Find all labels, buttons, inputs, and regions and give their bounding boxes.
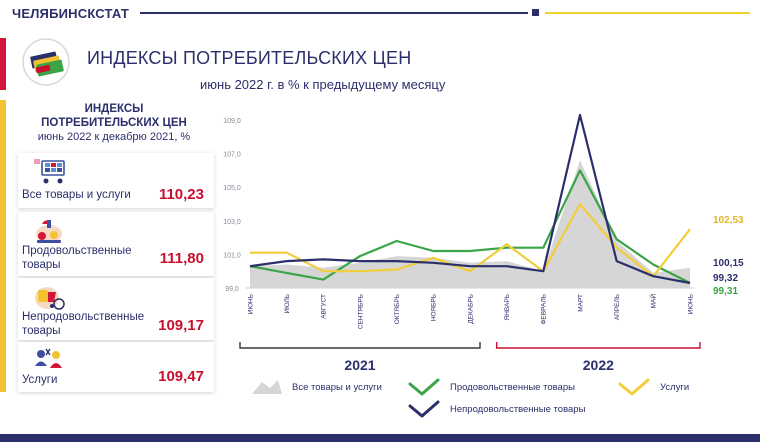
summary-value-food: 111,80	[159, 250, 204, 267]
panel-title-line2: ПОТРЕБИТЕЛЬСКИХ ЦЕН	[41, 117, 187, 129]
x-tick-label: ИЮНЬ	[247, 294, 254, 314]
summary-value-all: 110,23	[158, 186, 204, 203]
legend-label: Услуги	[660, 382, 689, 393]
series-line-1	[249, 169, 691, 284]
summary-label-nonfood: Непродовольственные товары	[22, 310, 144, 338]
series-line-3	[249, 113, 691, 285]
shopping-cart-icon	[34, 159, 65, 184]
summary-value-nonfood: 109,17	[158, 317, 204, 334]
summary-label-services: Услуги	[22, 374, 58, 386]
top-bar: ЧЕЛЯБИНСКСТАТ	[0, 0, 760, 28]
money-icon	[22, 38, 70, 86]
cpi-line-chart: 99,0 101,0 103,0 105,0 107,0 109,0 ИЮНЬ ИЮЛЬ АВГ…	[223, 113, 744, 418]
legend-label: Непродовольственные товары	[450, 404, 586, 415]
goods-icon	[35, 287, 65, 310]
y-tick-label: 103,0	[223, 219, 241, 226]
end-value-label: 100,15	[713, 258, 744, 269]
cpi-summary-panel: ИНДЕКСЫ ПОТРЕБИТЕЛЬСКИХ ЦЕН июнь 2022 к …	[14, 98, 214, 394]
summary-label-nonfood-line2: товары	[22, 325, 61, 337]
summary-value-services: 109,47	[158, 368, 204, 385]
summary-card-food: Продовольственные товары 111,80	[18, 212, 214, 276]
x-tick-label: СЕНТЯБРЬ	[357, 294, 364, 329]
x-tick-label: ИЮНЬ	[687, 294, 694, 314]
x-tick-label: ИЮЛЬ	[284, 294, 291, 313]
year-bracket	[495, 342, 701, 349]
y-tick-label: 101,0	[223, 252, 241, 259]
end-value-label: 99,31	[713, 286, 738, 297]
groceries-icon	[36, 220, 62, 243]
legend-swatch-area	[252, 380, 282, 394]
x-tick-label: АВГУСТ	[321, 294, 328, 319]
y-tick-label: 109,0	[223, 118, 241, 125]
x-tick-label: АПРЕЛЬ	[614, 294, 621, 320]
panel-title: ИНДЕКСЫ ПОТРЕБИТЕЛЬСКИХ ЦЕН	[14, 102, 214, 130]
series-area-all-goods	[250, 160, 690, 288]
summary-label-nonfood-line1: Непродовольственные	[22, 311, 145, 323]
end-value-label: 102,53	[713, 215, 744, 226]
top-divider-yellow	[545, 12, 750, 14]
y-tick-label: 99,0	[225, 286, 239, 293]
summary-label-food-line1: Продовольственные	[22, 245, 132, 257]
x-tick-label: МАРТ	[577, 294, 584, 312]
x-tick-label: МАЙ	[649, 294, 658, 309]
y-tick-label: 107,0	[223, 152, 241, 159]
summary-card-all: Все товары и услуги 110,23	[18, 153, 214, 208]
summary-label-food-line2: товары	[22, 259, 61, 271]
x-tick-label: ДЕКАБРЬ	[467, 294, 474, 324]
summary-label-all: Все товары и услуги	[22, 189, 131, 201]
summary-card-services: Услуги 109,47	[18, 342, 214, 392]
year-label: 2022	[583, 357, 614, 373]
top-divider-navy	[140, 12, 528, 14]
accent-bar-red	[0, 38, 6, 90]
end-value-label: 99,32	[713, 273, 738, 284]
org-name: ЧЕЛЯБИНСКСТАТ	[12, 6, 129, 21]
top-divider-square	[532, 9, 539, 16]
page-subtitle: июнь 2022 г. в % к предыдущему месяцу	[200, 77, 446, 92]
bottom-bar	[0, 434, 760, 442]
legend-label: Все товары и услуги	[292, 382, 382, 393]
year-bracket	[239, 342, 481, 349]
accent-bar-yellow	[0, 100, 6, 392]
legend-swatch-line	[618, 378, 650, 396]
panel-title-line1: ИНДЕКСЫ	[84, 103, 144, 115]
x-tick-label: ОКТЯБРЬ	[394, 294, 401, 324]
x-tick-label: ФЕВРАЛЬ	[541, 294, 548, 325]
legend-label: Продовольственные товары	[450, 382, 575, 393]
page-title: ИНДЕКСЫ ПОТРЕБИТЕЛЬСКИХ ЦЕН	[87, 48, 412, 68]
summary-card-nonfood: Непродовольственные товары 109,17	[18, 278, 214, 340]
series-line-2	[250, 202, 691, 278]
y-tick-label: 105,0	[223, 185, 241, 192]
panel-subtitle: июнь 2022 к декабрю 2021, %	[37, 131, 191, 143]
x-tick-label: НОЯБРЬ	[431, 294, 438, 321]
legend-swatch-line	[408, 400, 440, 418]
x-tick-label: ЯНВАРЬ	[504, 294, 511, 320]
summary-label-food: Продовольственные товары	[22, 244, 132, 272]
legend-swatch-line	[408, 378, 440, 396]
year-label: 2021	[344, 357, 375, 373]
services-icon	[35, 348, 62, 368]
